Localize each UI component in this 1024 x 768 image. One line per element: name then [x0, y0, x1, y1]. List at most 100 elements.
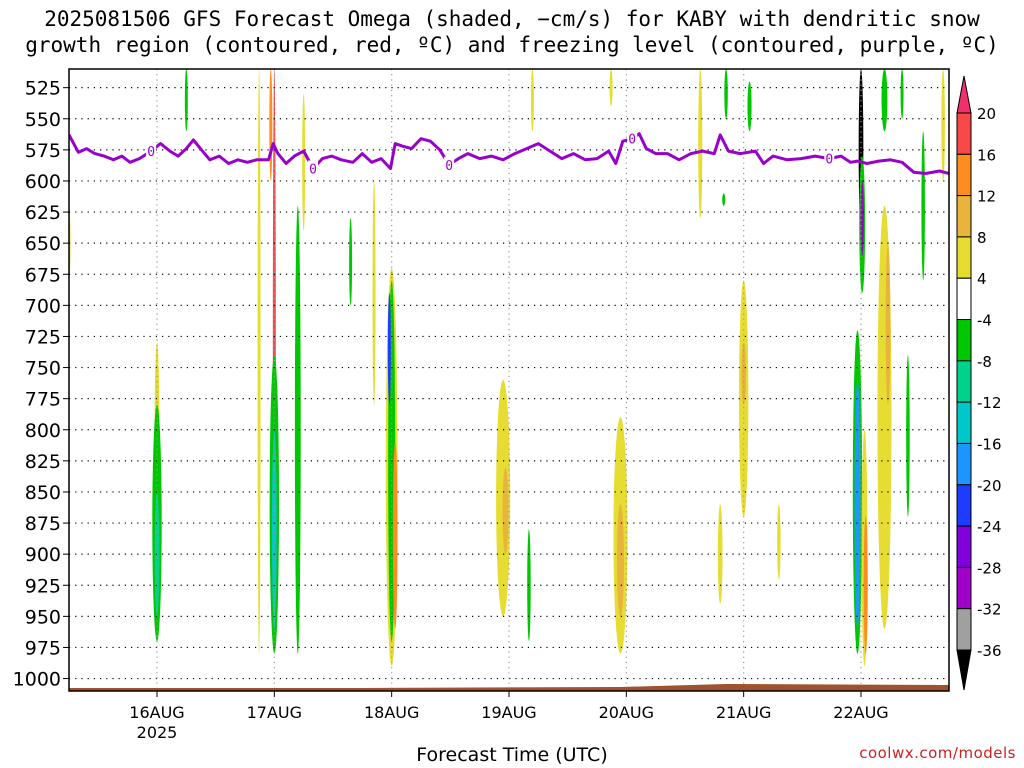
colorbar-bin	[956, 484, 972, 527]
colorbar-bin	[956, 277, 972, 321]
x-axis-label: Forecast Time (UTC)	[416, 744, 608, 766]
freezing-level-label-bg	[824, 150, 835, 165]
freezing-level-label: 0	[147, 145, 155, 160]
y-tick-label: 1000	[13, 669, 61, 691]
colorbar-label: -16	[977, 435, 1002, 453]
colorbar-label: 12	[977, 188, 996, 206]
colorbar-label: 16	[977, 146, 996, 164]
x-tick-label: 22AUG	[833, 703, 888, 722]
x-tick-label: 20AUG	[599, 703, 654, 722]
omega-shade-region	[941, 69, 945, 181]
y-tick-label: 850	[25, 482, 61, 504]
freezing-level-label-bg	[444, 156, 455, 171]
colorbar-label: -8	[977, 353, 992, 371]
y-tick-label: 900	[25, 544, 61, 566]
omega-shade-region	[722, 193, 726, 206]
omega-shade-region	[294, 205, 301, 654]
freezing-level-label: 0	[825, 153, 833, 168]
grid-layer	[69, 69, 949, 691]
y-tick-label: 775	[25, 389, 61, 411]
omega-shade-region	[609, 69, 613, 107]
colorbar-bin	[956, 525, 972, 568]
colorbar-bin	[956, 112, 972, 155]
colorbar-arrow-bottom	[956, 649, 972, 691]
omega-shade-region	[372, 180, 376, 405]
colorbar-bin	[956, 608, 972, 651]
omega-shade-region	[269, 69, 273, 181]
omega-shade-region	[349, 218, 353, 306]
y-tick-label: 875	[25, 513, 61, 535]
omega-shade-region	[900, 69, 904, 119]
y-tick-label: 950	[25, 606, 61, 628]
colorbar-bin	[956, 319, 972, 362]
freezing-level-line	[69, 132, 949, 175]
colorbar-label: -28	[977, 559, 1002, 577]
omega-shade-region	[724, 69, 728, 119]
terrain-ground	[69, 684, 949, 691]
omega-shade-region	[530, 69, 534, 132]
freezing-level-label-bg	[627, 130, 638, 145]
colorbar-bin	[956, 442, 972, 486]
terrain-layer	[69, 684, 949, 691]
omega-shade-region	[387, 292, 391, 405]
x-tick-sublabel: 2025	[137, 723, 178, 742]
colorbar-bin	[956, 236, 972, 279]
omega-shade-region	[257, 69, 261, 654]
omega-shade-region	[906, 355, 910, 517]
omega-shade-region	[860, 180, 864, 256]
colorbar-label: -36	[977, 642, 1002, 660]
x-tick-label: 19AUG	[481, 703, 536, 722]
colorbar-label: -4	[977, 312, 992, 330]
y-tick-label: 750	[25, 358, 61, 380]
x-tick-label: 18AUG	[364, 703, 419, 722]
colorbar-label: -20	[977, 477, 1002, 495]
y-tick-label: 800	[25, 420, 61, 442]
omega-shade-region	[302, 93, 306, 231]
omega-shade-region	[777, 504, 781, 580]
colorbar-bin	[956, 360, 972, 403]
x-tick-label: 21AUG	[716, 703, 771, 722]
freezing-level-label: 0	[445, 159, 453, 174]
colorbar-bin	[956, 153, 972, 197]
y-tick-label: 525	[25, 78, 61, 100]
axes-layer: 525 550 575 600 625 650 675 700 725 750 775 800 825 8…	[13, 68, 950, 742]
colorbar-arrow-top	[956, 75, 972, 114]
colorbar-bin	[956, 566, 972, 610]
y-tick-label: 700	[25, 295, 61, 317]
colorbar-label: -24	[977, 518, 1002, 536]
omega-shade-region	[921, 131, 925, 281]
omega-shade-region	[747, 81, 752, 132]
omega-shade-region	[698, 69, 703, 219]
colorbar: 20 16 12 8 4 -4 -8 -12 -16 -20 -24 -28 -32 -36	[956, 75, 1002, 691]
freezing-level-label: 0	[628, 133, 636, 148]
colorbar-bin	[956, 195, 972, 238]
chart-title-line-1: 2025081506 GFS Forecast Omega (shaded, −…	[44, 7, 980, 31]
freezing-level-layer: 0 0 0 0 0	[69, 130, 949, 178]
omega-shade-region	[863, 516, 868, 654]
y-tick-label: 975	[25, 637, 61, 659]
omega-shade-region	[885, 243, 891, 405]
omega-shade-region	[854, 380, 861, 629]
y-tick-label: 625	[25, 202, 61, 224]
y-tick-label: 600	[25, 171, 61, 193]
plot-frame	[68, 68, 950, 692]
x-tick-label: 16AUG	[129, 703, 184, 722]
freezing-level-label-bg	[146, 143, 157, 158]
credit-link[interactable]: coolwx.com/models	[859, 744, 1016, 762]
freezing-level-label-bg	[308, 160, 319, 175]
colorbar-label: 20	[977, 105, 996, 123]
omega-shade-region	[881, 69, 888, 132]
colorbar-label: 8	[977, 229, 987, 247]
omega-shade-region	[184, 69, 188, 132]
y-tick-label: 650	[25, 233, 61, 255]
freezing-level-label: 0	[309, 163, 317, 178]
colorbar-label: -32	[977, 601, 1002, 619]
chart-title-line-2: growth region (contoured, red, ºC) and f…	[25, 33, 999, 57]
omega-shade-region	[616, 504, 624, 617]
colorbar-label: -12	[977, 394, 1002, 412]
y-tick-label: 675	[25, 264, 61, 286]
colorbar-bin	[956, 401, 972, 444]
y-tick-label: 925	[25, 575, 61, 597]
y-tick-label: 575	[25, 140, 61, 162]
